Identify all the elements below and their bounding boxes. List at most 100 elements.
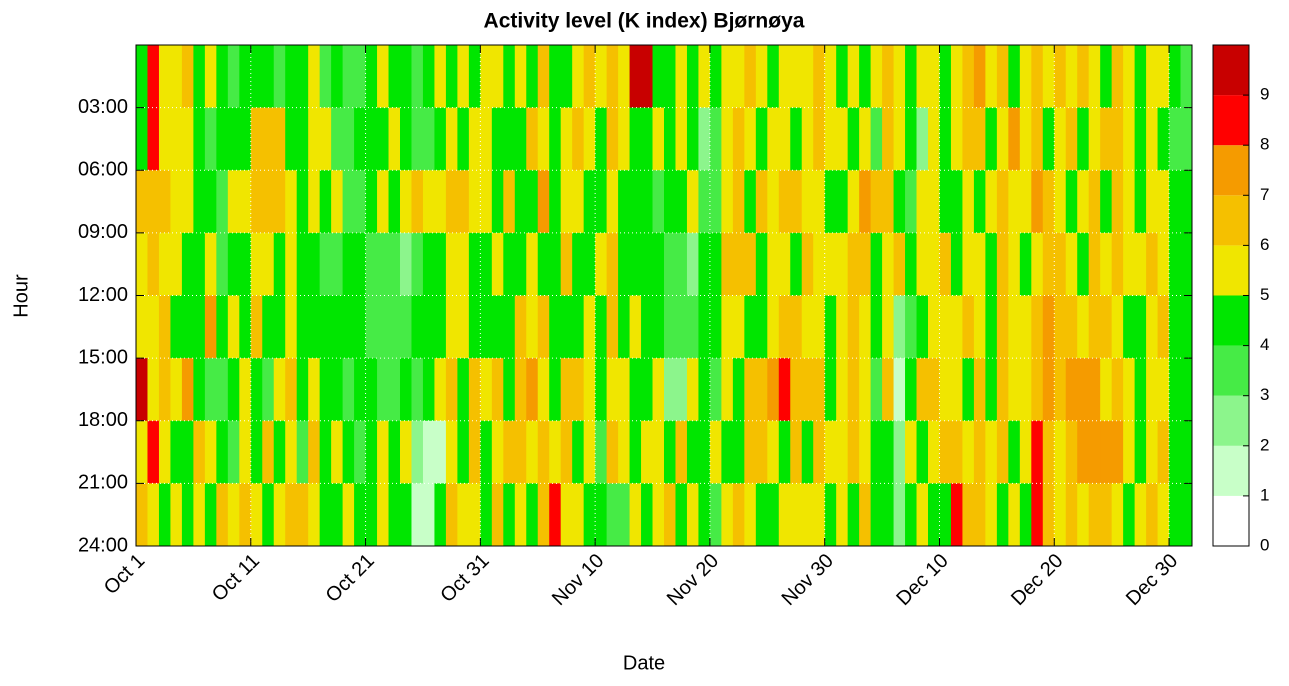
- cell: [801, 295, 814, 359]
- cell: [147, 232, 160, 296]
- cell: [400, 420, 412, 484]
- cell: [354, 45, 367, 109]
- cell: [905, 107, 918, 171]
- cell: [239, 170, 252, 234]
- cell: [824, 45, 837, 109]
- cell: [778, 483, 791, 547]
- cell: [1042, 358, 1055, 422]
- cell: [1065, 170, 1078, 234]
- cell: [744, 295, 757, 359]
- cell: [1169, 170, 1182, 234]
- cell: [422, 107, 435, 171]
- cell: [709, 358, 722, 422]
- cell: [468, 232, 481, 296]
- cell: [204, 358, 217, 422]
- cell: [1042, 107, 1055, 171]
- cell: [595, 358, 608, 422]
- cell: [181, 170, 194, 234]
- cell: [319, 420, 332, 484]
- cell: [170, 170, 183, 234]
- cell: [928, 420, 940, 484]
- cell: [560, 170, 573, 234]
- cell: [1065, 358, 1078, 422]
- cell: [916, 420, 929, 484]
- cell: [388, 420, 401, 484]
- cell: [870, 107, 883, 171]
- cell: [641, 232, 654, 296]
- cell: [732, 295, 745, 359]
- cell: [824, 358, 837, 422]
- cell: [480, 420, 493, 484]
- colorbar-tick-label: 4: [1260, 335, 1269, 354]
- cell: [422, 295, 435, 359]
- cell: [847, 45, 860, 109]
- cell: [273, 295, 286, 359]
- cell: [859, 358, 872, 422]
- cell: [296, 45, 309, 109]
- cell: [526, 483, 539, 547]
- cell: [181, 45, 194, 109]
- cell: [181, 483, 194, 547]
- y-tick-label: 12:00: [78, 284, 128, 306]
- cell: [962, 295, 975, 359]
- cell: [755, 358, 768, 422]
- cell: [882, 358, 895, 422]
- cell: [503, 483, 516, 547]
- cell: [319, 483, 332, 547]
- cell: [1123, 232, 1136, 296]
- cell: [1088, 295, 1101, 359]
- cell: [331, 232, 344, 296]
- cell: [503, 107, 516, 171]
- cell: [480, 170, 493, 234]
- cell: [1123, 358, 1136, 422]
- cell: [1100, 107, 1113, 171]
- cell: [928, 295, 940, 359]
- cell: [273, 232, 286, 296]
- cell: [721, 420, 734, 484]
- cell: [618, 358, 631, 422]
- cell: [675, 420, 688, 484]
- cell: [377, 483, 390, 547]
- cell: [1134, 420, 1147, 484]
- cell: [296, 358, 309, 422]
- cell: [882, 232, 895, 296]
- cell: [813, 232, 826, 296]
- cell: [652, 45, 665, 109]
- cell: [767, 232, 780, 296]
- cell: [514, 45, 527, 109]
- cell: [388, 232, 401, 296]
- cell: [285, 420, 298, 484]
- cell: [1123, 420, 1136, 484]
- cell: [1008, 358, 1021, 422]
- cell: [882, 483, 895, 547]
- cell: [755, 232, 768, 296]
- cell: [1008, 295, 1021, 359]
- cell: [1157, 232, 1170, 296]
- cell: [491, 170, 504, 234]
- cell: [778, 420, 791, 484]
- cell: [216, 420, 229, 484]
- cell: [652, 170, 665, 234]
- cell: [973, 107, 986, 171]
- cell: [273, 483, 286, 547]
- cell: [239, 107, 252, 171]
- cell: [778, 170, 791, 234]
- cell: [595, 107, 608, 171]
- cell: [801, 483, 814, 547]
- cell: [629, 420, 642, 484]
- cell: [1169, 483, 1182, 547]
- cell: [468, 45, 481, 109]
- cell: [962, 483, 975, 547]
- cell: [813, 107, 826, 171]
- cell: [973, 170, 986, 234]
- cell: [319, 170, 332, 234]
- cell: [491, 483, 504, 547]
- cell: [388, 107, 401, 171]
- cell: [698, 45, 711, 109]
- cell: [445, 170, 458, 234]
- cell: [870, 295, 883, 359]
- cell: [1157, 170, 1170, 234]
- cell: [354, 420, 367, 484]
- cell: [227, 45, 240, 109]
- cell: [239, 295, 252, 359]
